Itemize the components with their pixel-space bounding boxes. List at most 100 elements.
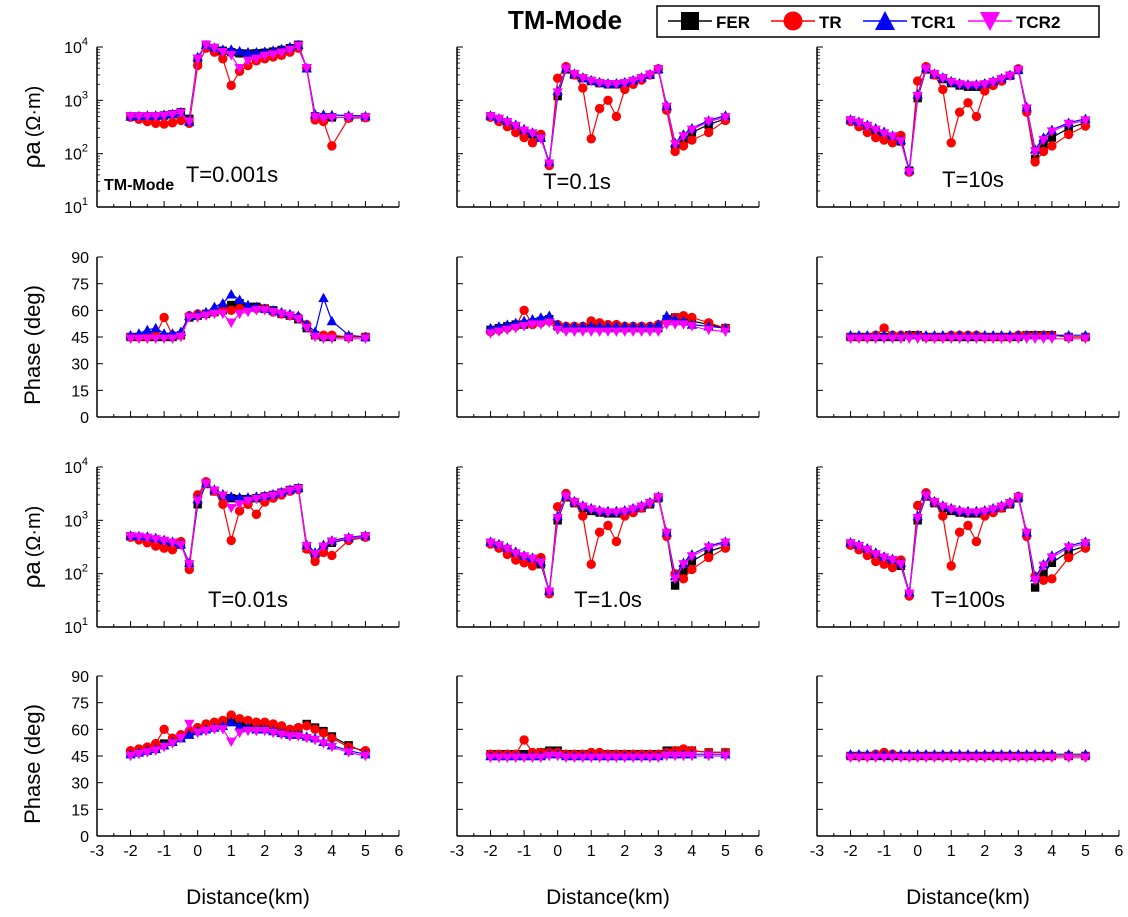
data-point — [996, 502, 1007, 512]
x-tick-label: 4 — [1047, 843, 1056, 860]
data-point — [234, 506, 245, 516]
data-point — [259, 726, 270, 737]
series-tcr1 — [485, 490, 731, 595]
data-point — [619, 753, 630, 763]
data-point — [971, 334, 982, 344]
y-tick-label: 30 — [71, 776, 89, 793]
data-point — [971, 508, 982, 518]
data-point — [862, 121, 873, 132]
y-tick-label: 103 — [64, 89, 88, 110]
x-tick-label: -2 — [843, 843, 857, 860]
data-point — [276, 309, 287, 320]
data-point — [979, 80, 990, 90]
data-point — [1004, 71, 1016, 81]
x-tick-label: -2 — [123, 843, 137, 860]
data-point — [619, 78, 630, 89]
data-point — [502, 117, 513, 128]
data-point — [678, 751, 689, 762]
data-point — [954, 80, 965, 90]
data-point — [200, 311, 212, 321]
data-point — [636, 74, 647, 84]
data-point — [485, 112, 496, 122]
rho-unit: (Ω·m) — [23, 506, 45, 558]
data-point — [602, 80, 614, 90]
data-point — [293, 41, 304, 52]
data-point — [720, 327, 731, 337]
tick-exponent: 1 — [82, 616, 88, 628]
data-point — [937, 334, 949, 344]
data-point — [502, 753, 513, 763]
y-tick-label: 75 — [71, 696, 89, 713]
y-axis-label: ρa (Ω·m) — [19, 86, 46, 169]
data-point — [1038, 753, 1049, 763]
legend-marker-tcr2 — [980, 12, 1000, 31]
data-point — [644, 753, 656, 763]
data-point — [544, 310, 555, 320]
data-point — [720, 538, 731, 548]
data-point — [687, 312, 697, 323]
data-point — [184, 729, 195, 739]
data-point — [1046, 334, 1058, 344]
series-tcr2 — [125, 479, 371, 570]
data-point — [1046, 127, 1058, 137]
data-point — [686, 751, 698, 762]
data-point — [577, 502, 589, 512]
y-tick-label: 103 — [64, 509, 88, 530]
data-point — [979, 334, 990, 344]
data-point — [879, 323, 889, 333]
data-point — [912, 91, 923, 102]
series-tcr2 — [845, 753, 1091, 763]
data-point — [510, 753, 521, 763]
data-point — [1013, 493, 1024, 503]
data-point — [577, 753, 589, 763]
data-point — [1038, 561, 1049, 572]
tick-exponent: 3 — [82, 89, 88, 101]
data-point — [871, 132, 881, 143]
y-tick-label: 102 — [64, 563, 88, 584]
data-point — [962, 334, 974, 344]
data-point — [644, 327, 656, 337]
x-tick-label: 2 — [620, 843, 629, 860]
data-point — [544, 159, 555, 169]
data-point — [227, 300, 236, 310]
series-tcr2 — [845, 334, 1091, 344]
data-point — [703, 543, 714, 553]
data-point — [234, 728, 245, 739]
data-point — [963, 98, 973, 108]
data-point — [259, 493, 270, 503]
series-tcr2 — [485, 318, 731, 339]
data-point — [151, 118, 161, 129]
data-point — [661, 751, 672, 762]
data-point — [519, 735, 529, 745]
data-point — [552, 325, 563, 336]
data-point — [904, 167, 915, 178]
data-point — [318, 334, 329, 344]
data-point — [226, 717, 237, 727]
data-point — [946, 77, 957, 88]
data-point — [653, 753, 664, 763]
data-point — [552, 513, 563, 524]
data-point — [510, 549, 521, 559]
data-point — [669, 140, 681, 150]
data-point — [703, 325, 714, 336]
data-point — [150, 112, 161, 122]
inset-label: TM-Mode — [104, 177, 174, 194]
y-tick-label: 60 — [71, 722, 89, 739]
y-tick-label: 30 — [71, 357, 89, 374]
data-point — [703, 127, 714, 138]
data-point — [920, 491, 932, 501]
phase-panel-t10s — [816, 256, 1120, 418]
data-point — [1047, 133, 1057, 142]
data-point — [527, 138, 538, 148]
data-point — [259, 306, 270, 316]
data-point — [920, 64, 932, 75]
data-point — [511, 127, 521, 138]
data-point — [243, 715, 253, 726]
data-point — [343, 534, 354, 544]
data-point — [527, 129, 538, 139]
tick-base: 10 — [64, 513, 82, 530]
data-point — [268, 719, 278, 729]
data-point — [485, 753, 496, 763]
data-point — [234, 492, 245, 502]
series-tcr2 — [485, 751, 731, 763]
